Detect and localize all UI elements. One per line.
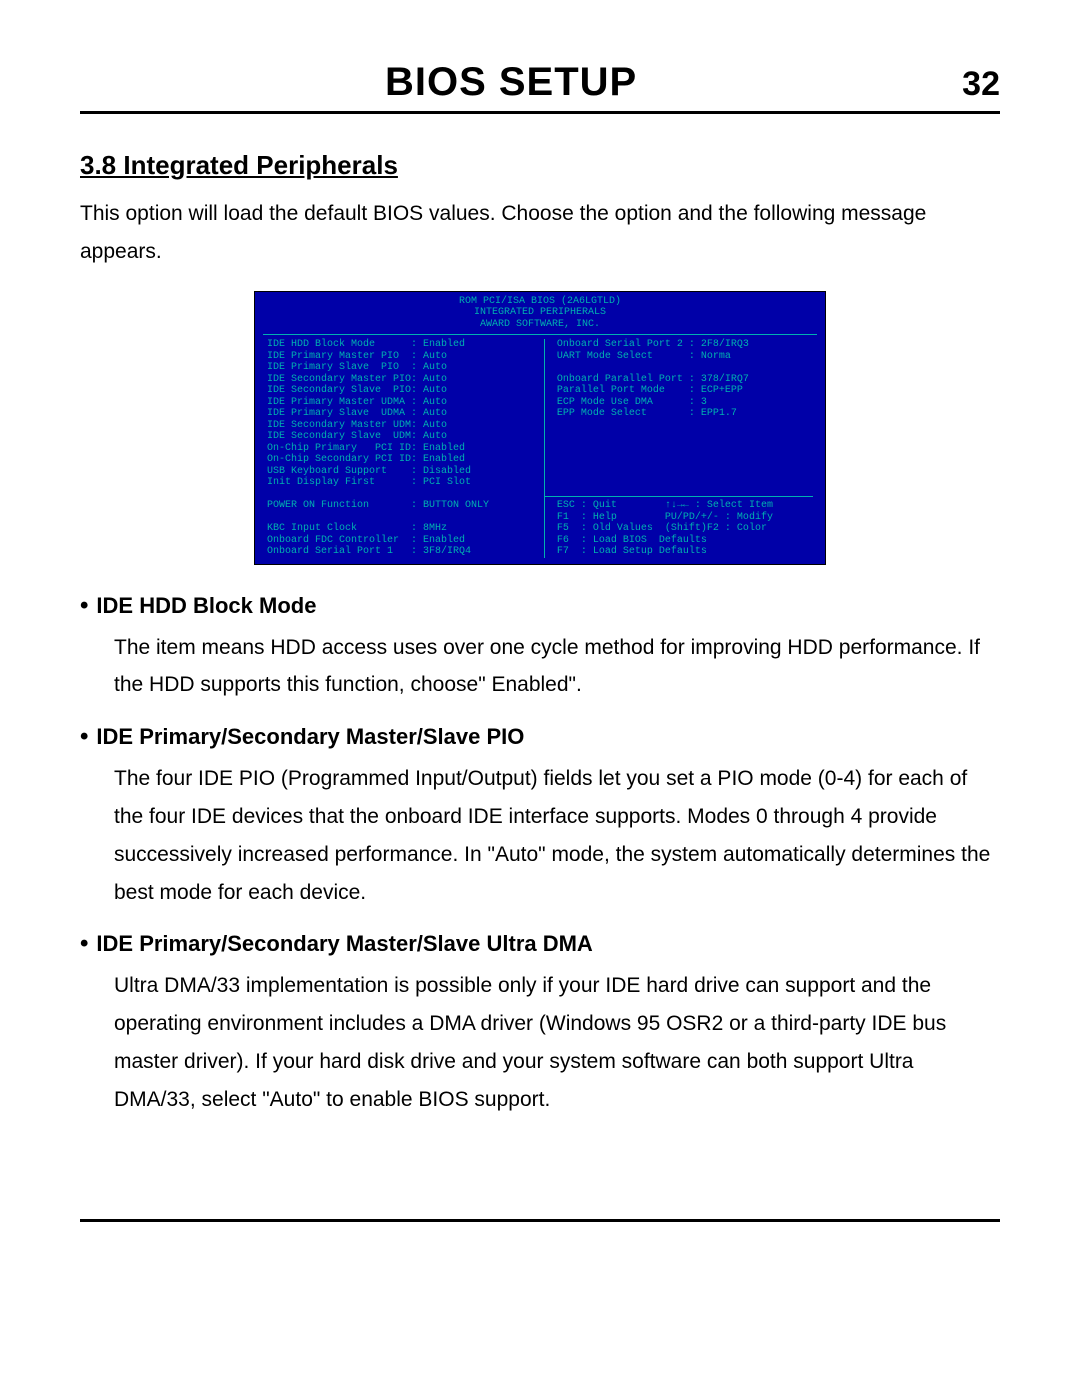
section-title: 3.8 Integrated Peripherals <box>80 150 1000 181</box>
bios-header: ROM PCI/ISA BIOS (2A6LGTLD) INTEGRATED P… <box>255 296 825 331</box>
bios-right-column: Onboard Serial Port 2 : 2F8/IRQ3 UART Mo… <box>545 339 813 558</box>
bullet-dot-icon: • <box>80 725 88 749</box>
page-header: BIOS SETUP 32 <box>80 60 1000 114</box>
bios-screenshot: ROM PCI/ISA BIOS (2A6LGTLD) INTEGRATED P… <box>254 291 826 565</box>
bios-header-line3: AWARD SOFTWARE, INC. <box>480 319 600 330</box>
section-intro: This option will load the default BIOS v… <box>80 195 1000 271</box>
bullet-text: Ultra DMA/33 implementation is possible … <box>114 967 1000 1118</box>
bios-columns: IDE HDD Block Mode : Enabled IDE Primary… <box>255 335 825 558</box>
bios-right-settings: Onboard Serial Port 2 : 2F8/IRQ3 UART Mo… <box>557 339 813 490</box>
bullet-text: The four IDE PIO (Programmed Input/Outpu… <box>114 760 1000 911</box>
bullet-dot-icon: • <box>80 594 88 618</box>
bullet-list: • IDE HDD Block Mode The item means HDD ac… <box>80 593 1000 1119</box>
bullet-item: • IDE Primary/Secondary Master/Slave Ultr… <box>80 931 1000 957</box>
footer-rule <box>80 1219 1000 1222</box>
bios-header-line1: ROM PCI/ISA BIOS (2A6LGTLD) <box>459 296 621 307</box>
bullet-title: IDE Primary/Secondary Master/Slave PIO <box>96 724 524 750</box>
bullet-text: The item means HDD access uses over one … <box>114 629 1000 705</box>
bullet-dot-icon: • <box>80 932 88 956</box>
bullet-title: IDE HDD Block Mode <box>96 593 316 619</box>
bullet-item: • IDE HDD Block Mode <box>80 593 1000 619</box>
bios-header-line2: INTEGRATED PERIPHERALS <box>474 307 606 318</box>
page-number: 32 <box>962 65 1000 104</box>
bullet-item: • IDE Primary/Secondary Master/Slave PIO <box>80 724 1000 750</box>
bios-help-block: ESC : Quit ↑↓→← : Select Item F1 : Help … <box>545 496 813 558</box>
bios-left-column: IDE HDD Block Mode : Enabled IDE Primary… <box>267 339 545 558</box>
page-title: BIOS SETUP <box>80 60 942 105</box>
bullet-title: IDE Primary/Secondary Master/Slave Ultra… <box>96 931 592 957</box>
